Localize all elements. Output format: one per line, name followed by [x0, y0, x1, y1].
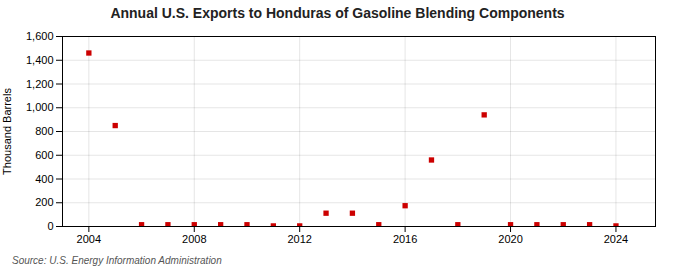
- html-text:Source: U.S. Energy Informatio: Source: U.S. Energy Information Administ…: [12, 255, 222, 266]
- svg-text:Thousand Barrels: Thousand Barrels: [1, 88, 13, 175]
- html-text:Annual U.S. Exports to Hondura: Annual U.S. Exports to Honduras of Gasol…: [110, 5, 565, 21]
- svg-text:2012: 2012: [287, 233, 311, 245]
- svg-text:2020: 2020: [498, 233, 522, 245]
- svg-text:2004: 2004: [77, 233, 101, 245]
- svg-text:1,400: 1,400: [26, 54, 54, 66]
- svg-text:400: 400: [35, 173, 53, 185]
- svg-text:200: 200: [35, 196, 53, 208]
- svg-text:2024: 2024: [604, 233, 628, 245]
- svg-text:1,000: 1,000: [26, 101, 54, 113]
- svg-text:600: 600: [35, 149, 53, 161]
- svg-text:1,600: 1,600: [26, 30, 54, 42]
- svg-text:2016: 2016: [393, 233, 417, 245]
- svg-text:1,200: 1,200: [26, 78, 54, 90]
- svg-text:800: 800: [35, 125, 53, 137]
- svg-text:2008: 2008: [182, 233, 206, 245]
- svg-text:0: 0: [47, 220, 53, 232]
